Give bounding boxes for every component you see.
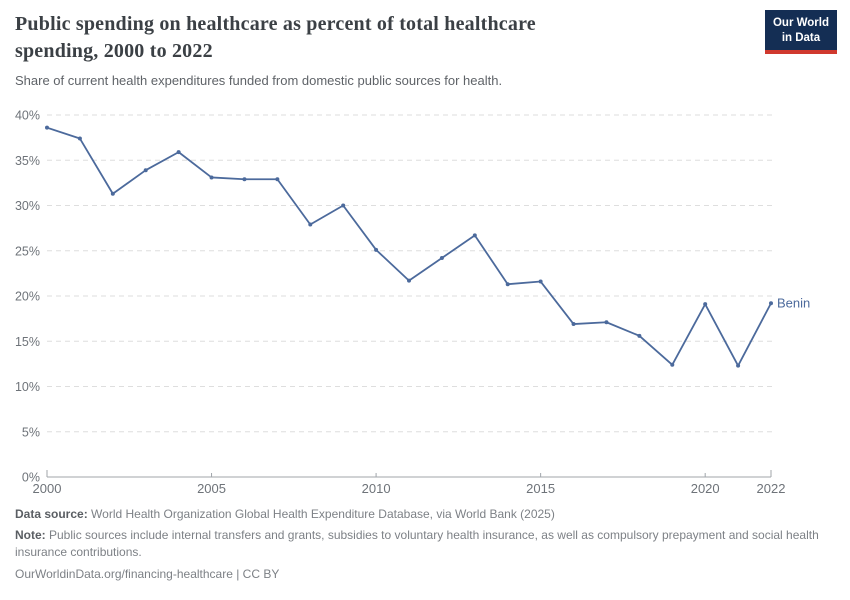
data-point[interactable]: [604, 320, 609, 325]
owid-logo-line1: Our World: [772, 17, 829, 29]
x-tick-label: 2000: [33, 481, 62, 496]
data-point[interactable]: [670, 362, 675, 367]
data-point[interactable]: [176, 150, 181, 155]
footer-url[interactable]: OurWorldinData.org/financing-healthcare …: [15, 567, 280, 582]
note-line: Note: Public sources include internal tr…: [15, 527, 835, 561]
y-tick-label: 35%: [15, 154, 40, 168]
data-point[interactable]: [769, 301, 773, 306]
data-point[interactable]: [538, 279, 543, 284]
chart-title-line1: Public spending on healthcare as percent…: [15, 13, 536, 35]
y-tick-label: 25%: [15, 244, 40, 258]
data-point[interactable]: [341, 203, 346, 208]
data-point[interactable]: [110, 191, 115, 196]
chart-title: Public spending on healthcare as percent…: [15, 11, 715, 65]
data-point[interactable]: [209, 175, 214, 180]
data-point[interactable]: [275, 177, 280, 182]
x-tick-label: 2022: [757, 481, 786, 496]
data-point[interactable]: [308, 222, 313, 227]
y-tick-label: 10%: [15, 380, 40, 394]
chart-subtitle: Share of current health expenditures fun…: [15, 73, 503, 88]
data-point[interactable]: [143, 168, 148, 173]
y-tick-label: 0%: [22, 471, 40, 485]
y-tick-label: 5%: [22, 425, 40, 439]
note-label: Note:: [15, 527, 46, 542]
x-tick-label: 2015: [526, 481, 555, 496]
data-point[interactable]: [472, 233, 477, 238]
data-point[interactable]: [45, 125, 49, 130]
note-text: Public sources include internal transfer…: [15, 527, 819, 559]
owid-logo: Our World in Data: [764, 10, 837, 54]
data-source-line: Data source: World Health Organization G…: [15, 506, 835, 523]
x-tick-label: 2010: [362, 481, 391, 496]
data-point[interactable]: [736, 363, 741, 368]
line-chart: 0% 5% 10% 15% 20% 25% 30% 35% 40% 2000 2005 2010 201…: [15, 109, 810, 497]
data-point[interactable]: [407, 278, 411, 283]
data-point[interactable]: [77, 136, 82, 141]
series-end-label: Benin: [777, 296, 810, 311]
data-point[interactable]: [439, 255, 444, 260]
data-source-text: World Health Organization Global Health …: [87, 507, 555, 521]
chart-footer: Data source: World Health Organization G…: [15, 506, 835, 587]
x-tick-label: 2005: [197, 481, 226, 496]
owid-logo-line2: in Data: [781, 31, 821, 44]
x-tick-label: 2020: [691, 481, 720, 496]
data-point[interactable]: [242, 177, 247, 182]
chart-area: 0% 5% 10% 15% 20% 25% 30% 35% 40% 2000 2005 2010 201…: [0, 100, 850, 500]
data-point[interactable]: [703, 302, 708, 307]
y-tick-label: 15%: [15, 335, 40, 349]
data-point[interactable]: [571, 322, 576, 327]
data-point[interactable]: [637, 333, 642, 338]
chart-line[interactable]: [46, 126, 772, 367]
data-point[interactable]: [374, 247, 379, 252]
y-tick-label: 20%: [15, 290, 40, 304]
y-tick-label: 30%: [15, 199, 40, 213]
data-point[interactable]: [505, 282, 510, 287]
y-tick-label: 40%: [15, 109, 40, 123]
chart-title-line2: spending, 2000 to 2022: [15, 40, 213, 62]
data-source-label: Data source:: [15, 507, 88, 521]
